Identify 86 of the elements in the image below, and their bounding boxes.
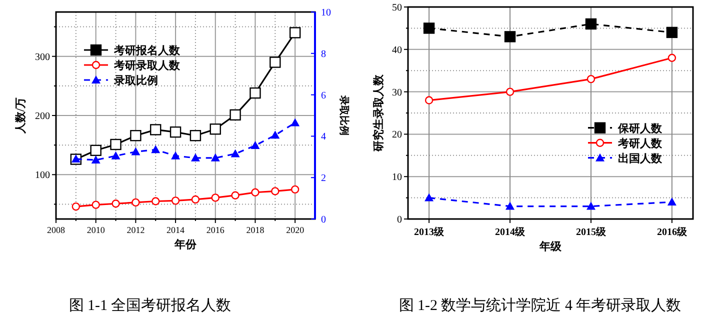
y-tick-label: 0 — [397, 214, 402, 226]
x-tick-label: 2013级 — [414, 226, 446, 238]
point — [190, 153, 200, 162]
y-tick-label: 40 — [392, 44, 402, 56]
y-axis-title: 人数/万 — [14, 97, 27, 135]
y-tick-label: 300 — [35, 52, 50, 63]
y-tick-label: 10 — [392, 172, 402, 184]
point — [586, 74, 596, 84]
point — [270, 130, 280, 139]
point — [91, 156, 100, 164]
point — [504, 31, 516, 42]
legend-label: 保研人数 — [617, 122, 663, 135]
y2-axis-title: 录取比例 — [338, 94, 350, 136]
x-tick-label: 2012 — [126, 225, 145, 235]
caption: 图 1-1 全国考研报名人数 — [68, 297, 232, 314]
y-tick-label: 200 — [35, 111, 50, 122]
point — [231, 191, 240, 200]
y-tick-label: 20 — [392, 130, 402, 141]
point — [130, 130, 142, 142]
y-tick-label: 100 — [35, 170, 50, 182]
x-tick-label: 2010 — [86, 225, 106, 235]
point — [586, 202, 596, 210]
point — [250, 141, 260, 150]
legend-label: 考研人数 — [617, 136, 663, 150]
point — [211, 194, 220, 202]
x-tick-label: 2016 — [206, 225, 225, 235]
point — [72, 202, 80, 211]
x-tick-label: 2018 — [246, 225, 265, 235]
point — [423, 22, 435, 34]
point — [506, 202, 515, 210]
point — [230, 149, 240, 158]
point — [171, 196, 180, 205]
point — [131, 147, 140, 156]
legend-label: 出国人数 — [618, 152, 663, 165]
y-axis-title: 研究生录取人数 — [372, 74, 385, 152]
point — [152, 197, 160, 206]
y-tick-label: 30 — [392, 87, 402, 98]
point — [251, 188, 260, 196]
point — [171, 151, 180, 160]
point — [92, 200, 100, 209]
point — [585, 18, 597, 30]
point — [191, 195, 200, 204]
x-tick-label: 2014级 — [495, 226, 526, 238]
y2-tick-label: 10 — [321, 8, 331, 18]
point — [668, 54, 676, 62]
point — [190, 130, 202, 142]
point — [271, 187, 280, 196]
point — [424, 193, 434, 202]
point — [230, 109, 241, 121]
x-axis-title: 年级 — [538, 240, 562, 253]
point — [151, 145, 160, 154]
x-axis-title: 年份 — [174, 238, 198, 251]
point — [150, 124, 162, 136]
y-tick-label: 50 — [392, 2, 402, 14]
y2-tick-label: 8 — [321, 48, 326, 60]
y2-tick-label: 0 — [321, 214, 326, 226]
legend-label: 考研报名人数 — [113, 44, 181, 57]
x-tick-label: 2008 — [47, 225, 66, 235]
point — [424, 96, 434, 104]
point — [111, 151, 120, 160]
point — [667, 198, 676, 206]
legend-label: 考研录取人数 — [113, 59, 181, 72]
point — [250, 87, 261, 99]
point — [210, 124, 221, 135]
x-tick-label: 2016级 — [656, 226, 688, 238]
point — [210, 153, 220, 162]
y2-tick-label: 4 — [321, 132, 326, 143]
point — [110, 138, 122, 150]
point — [666, 26, 678, 38]
x-tick-label: 2014 — [166, 225, 186, 235]
point — [71, 154, 80, 162]
point — [270, 56, 281, 68]
point — [170, 126, 182, 138]
point — [112, 200, 120, 208]
legend-label: 录取比例 — [113, 74, 158, 87]
caption: 图 1-2 数学与统计学院近 4 年考研录取人数 — [398, 297, 682, 314]
point — [132, 198, 140, 207]
x-tick-label: 2020 — [286, 225, 305, 235]
point — [506, 88, 514, 96]
point — [90, 144, 102, 156]
point — [290, 118, 300, 126]
y2-tick-label: 6 — [321, 90, 326, 102]
y2-tick-label: 2 — [321, 173, 326, 184]
x-tick-label: 2015级 — [576, 226, 607, 238]
point — [289, 27, 301, 38]
point — [290, 185, 300, 194]
